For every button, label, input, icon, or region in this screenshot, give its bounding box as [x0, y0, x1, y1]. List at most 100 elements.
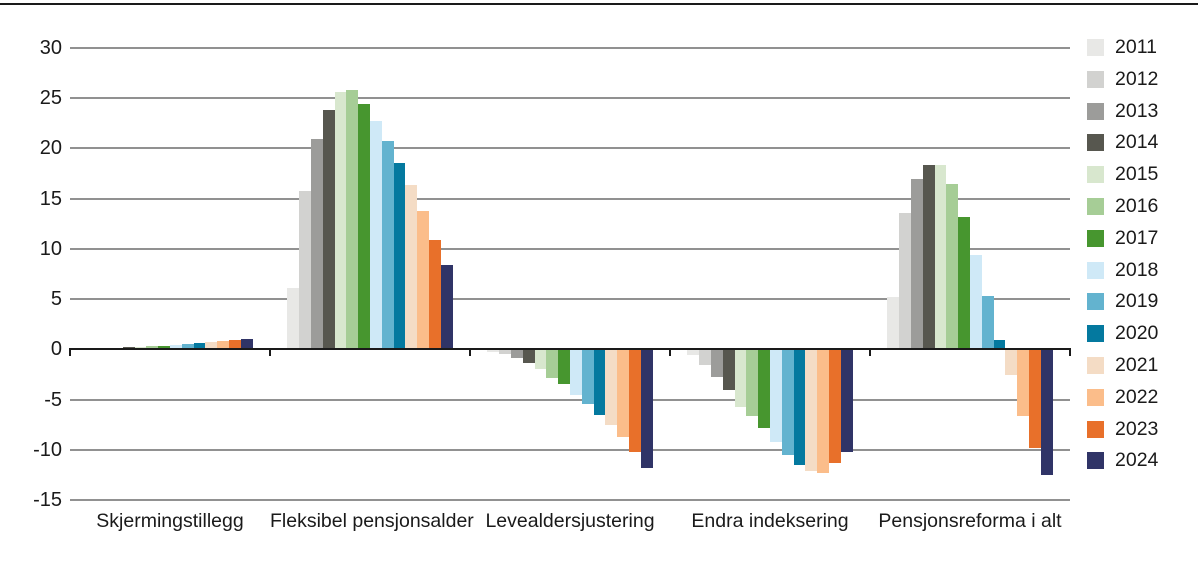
bar	[781, 349, 794, 455]
y-axis-tick-label: 10	[39, 237, 62, 260]
y-axis-tick-label: -10	[33, 438, 62, 461]
bar	[793, 349, 806, 465]
bar	[770, 349, 782, 442]
bar	[522, 349, 535, 364]
bar	[299, 190, 311, 350]
legend-swatch	[1087, 39, 1104, 56]
bar	[181, 344, 194, 350]
legend-item: 2016	[1087, 194, 1159, 217]
category-label: Fleksibel pensjonsalder	[270, 510, 474, 532]
bar	[240, 339, 253, 350]
legend-label: 2018	[1115, 258, 1159, 281]
bar	[487, 349, 500, 353]
bar	[1029, 349, 1041, 448]
bar	[1005, 349, 1018, 376]
bar	[617, 349, 629, 437]
legend-label: 2022	[1115, 385, 1159, 408]
bar	[440, 264, 453, 350]
bar	[429, 239, 441, 350]
legend-label: 2013	[1115, 99, 1159, 122]
y-axis-tick-label: 20	[39, 137, 62, 160]
bar	[134, 346, 147, 350]
bar	[217, 341, 229, 350]
legend-label: 2024	[1115, 449, 1159, 472]
axis-tick	[869, 348, 871, 357]
bar	[699, 349, 711, 366]
category-label: Skjermingstillegg	[96, 510, 244, 532]
bar	[311, 139, 323, 350]
bar	[334, 92, 347, 350]
bar	[887, 297, 900, 350]
legend-label: 2020	[1115, 322, 1159, 345]
legend-swatch	[1087, 293, 1104, 311]
bar	[640, 349, 653, 468]
bar	[558, 349, 570, 385]
bar	[981, 296, 994, 350]
bar	[393, 162, 406, 350]
legend-item: 2015	[1087, 164, 1158, 184]
legend-label: 2019	[1115, 290, 1159, 313]
bar	[170, 345, 182, 350]
legend-label: 2021	[1115, 353, 1159, 376]
gridline	[70, 97, 1070, 100]
legend-item: 2013	[1087, 99, 1159, 122]
bar	[993, 340, 1006, 350]
gridline	[70, 448, 1070, 451]
legend-item: 2021	[1087, 353, 1159, 376]
legend-item: 2011	[1087, 36, 1158, 58]
legend-swatch	[1087, 197, 1104, 215]
bar	[158, 345, 170, 350]
bar	[417, 210, 429, 350]
bar	[193, 343, 206, 350]
legend-swatch	[1087, 102, 1104, 120]
legend-label: 2011	[1115, 36, 1157, 58]
bar	[546, 349, 559, 379]
legend-label: 2016	[1115, 194, 1159, 217]
bar	[687, 349, 700, 356]
legend-swatch	[1087, 388, 1104, 406]
bar	[746, 349, 759, 416]
y-axis-tick-label: -5	[44, 388, 62, 411]
axis-tick	[269, 348, 271, 357]
bar	[581, 349, 594, 404]
bar	[817, 349, 829, 473]
legend-label: 2014	[1115, 131, 1159, 154]
bar	[629, 349, 641, 452]
bar	[534, 349, 547, 370]
legend-swatch	[1087, 229, 1104, 247]
axis-tick	[669, 348, 671, 357]
gridline	[70, 298, 1070, 301]
bar	[593, 349, 606, 415]
axis-tick	[69, 348, 71, 357]
bar	[829, 349, 841, 463]
bar	[840, 349, 853, 452]
y-axis-tick-label: 5	[50, 288, 62, 311]
bar	[287, 288, 300, 350]
category-label: Endra indeksering	[691, 510, 849, 532]
y-axis-tick-label: 15	[39, 187, 62, 210]
gridline	[70, 197, 1070, 200]
axis-tick	[469, 348, 471, 357]
bar	[358, 104, 370, 350]
bar	[805, 349, 818, 471]
figure-top-border	[0, 3, 1198, 5]
y-axis-tick-label: 0	[50, 338, 62, 361]
legend-label: 2017	[1115, 226, 1159, 249]
bar	[370, 121, 382, 350]
bar	[711, 349, 723, 378]
legend-label: 2023	[1115, 417, 1159, 440]
bar	[922, 164, 935, 350]
legend-swatch	[1087, 70, 1104, 88]
legend-item: 2012	[1087, 69, 1158, 89]
bar	[346, 90, 359, 350]
bar	[122, 347, 135, 350]
bar	[722, 349, 735, 390]
axis-tick	[1069, 348, 1071, 357]
legend-item: 2018	[1087, 258, 1159, 281]
bar	[911, 178, 923, 350]
legend-swatch	[1087, 261, 1104, 279]
y-axis-tick-label: 25	[39, 87, 62, 110]
bar	[605, 349, 618, 425]
bar	[970, 254, 982, 350]
